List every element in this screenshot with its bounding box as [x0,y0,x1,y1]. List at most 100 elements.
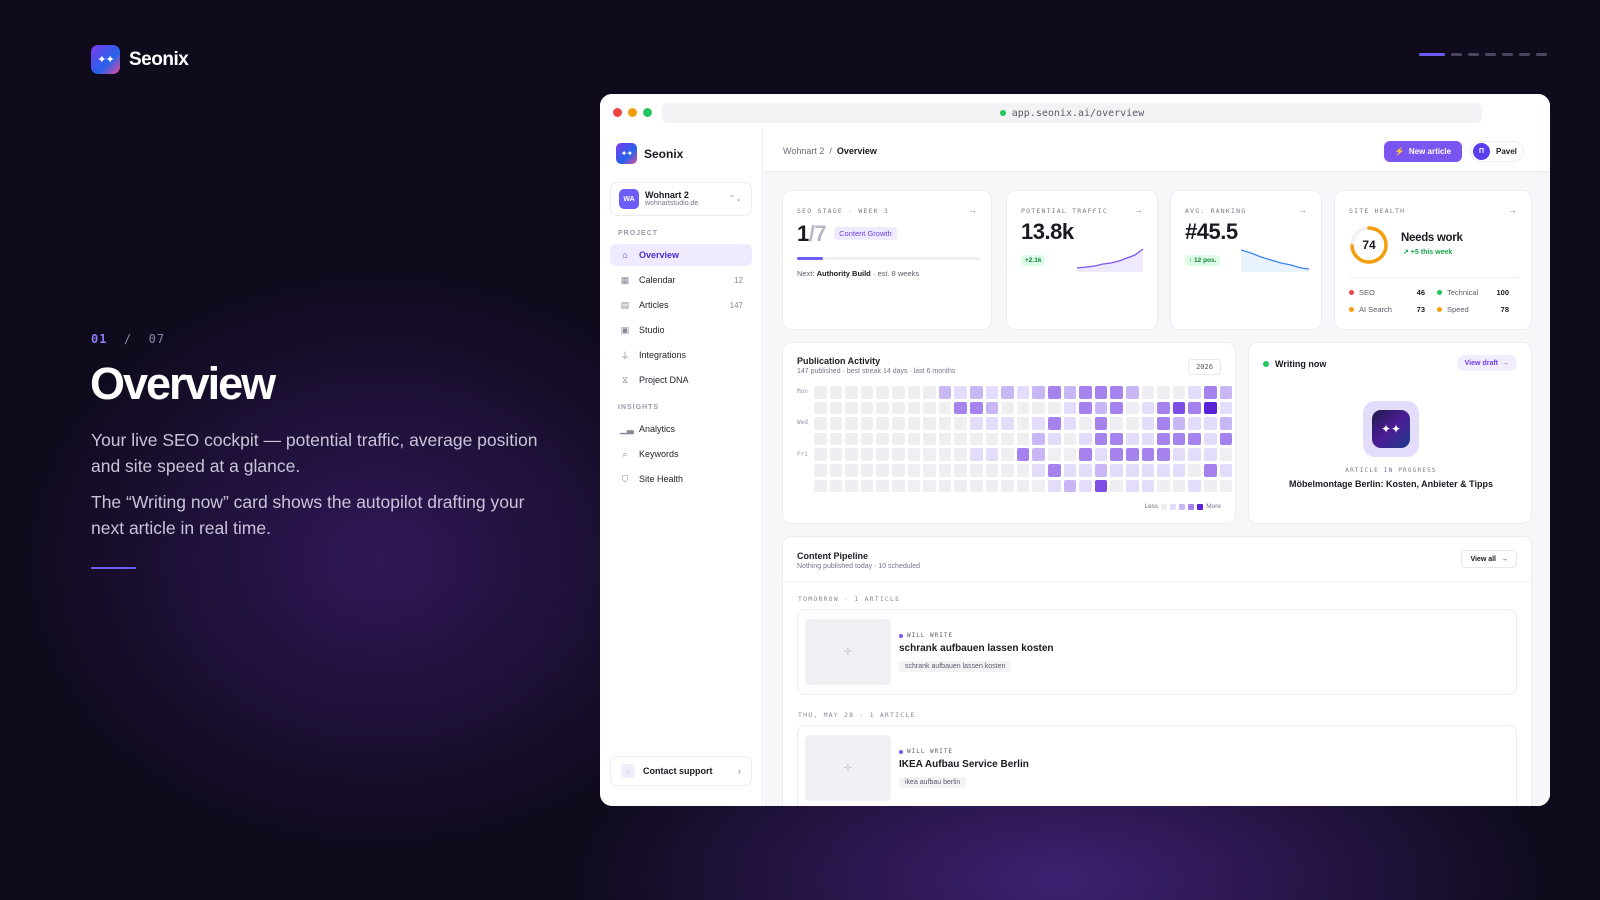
heatmap-cell[interactable] [1032,448,1045,461]
heatmap-cell[interactable] [860,417,874,430]
avg-ranking-card[interactable]: AVG. RANKING → #45.5 ↑ 12 pos. [1170,190,1322,330]
heatmap-cell[interactable] [1032,432,1045,446]
heatmap-cell[interactable] [829,417,843,430]
heatmap-cell[interactable] [1172,432,1186,446]
heatmap-cell[interactable] [814,401,827,415]
heatmap-cell[interactable] [954,479,967,493]
heatmap-cell[interactable] [1172,417,1186,430]
contact-support-button[interactable]: ◌ Contact support › [610,756,752,786]
heatmap-cell[interactable] [1126,417,1139,430]
heatmap-cell[interactable] [1204,386,1217,399]
heatmap-cell[interactable] [938,432,952,446]
heatmap-cell[interactable] [1048,479,1061,493]
pipeline-item[interactable]: ✛ WILL WRITE schrank aufbauen lassen kos… [797,609,1517,695]
new-article-button[interactable]: ⚡ New article [1384,141,1462,162]
heatmap-cell[interactable] [892,401,905,415]
heatmap-cell[interactable] [1094,479,1108,493]
heatmap-cell[interactable] [985,464,999,477]
heatmap-cell[interactable] [1063,386,1077,399]
heatmap-cell[interactable] [1157,386,1170,399]
heatmap-cell[interactable] [1001,386,1014,399]
heatmap-cell[interactable] [1204,448,1217,461]
heatmap-cell[interactable] [1032,479,1045,493]
heatmap-cell[interactable] [860,432,874,446]
minimize-dot[interactable] [628,107,637,117]
heatmap-cell[interactable] [985,386,999,399]
heatmap-cell[interactable] [1157,417,1170,430]
heatmap-cell[interactable] [1063,464,1077,477]
potential-traffic-card[interactable]: POTENTIAL TRAFFIC → 13.8k +2.1k [1006,190,1158,330]
breadcrumb-project[interactable]: Wohnart 2 [783,146,825,156]
heatmap-cell[interactable] [876,386,889,399]
heatmap-cell[interactable] [985,448,999,461]
heatmap-cell[interactable] [829,401,843,415]
heatmap-cell[interactable] [1048,417,1061,430]
project-switcher[interactable]: WA Wohnart 2 wohnartstudio.de ⌃⌄ [610,182,752,216]
heatmap-cell[interactable] [1141,479,1155,493]
heatmap-cell[interactable] [938,401,952,415]
heatmap-cell[interactable] [1094,432,1108,446]
heatmap-cell[interactable] [876,432,889,446]
heatmap-cell[interactable] [1032,417,1045,430]
heatmap-cell[interactable] [923,448,936,461]
heatmap-cell[interactable] [938,464,952,477]
heatmap-cell[interactable] [1172,464,1186,477]
heatmap-cell[interactable] [1126,401,1139,415]
sidebar-item-integrations[interactable]: ⏚ Integrations [610,344,752,366]
heatmap-cell[interactable] [1016,464,1030,477]
heatmap-cell[interactable] [814,417,827,430]
heatmap-cell[interactable] [860,479,874,493]
heatmap-cell[interactable] [1188,479,1201,493]
heatmap-cell[interactable] [1001,464,1014,477]
heatmap-cell[interactable] [938,417,952,430]
heatmap-cell[interactable] [923,401,936,415]
sidebar-item-project-dna[interactable]: ⧖ Project DNA [610,369,752,391]
heatmap-cell[interactable] [907,401,921,415]
heatmap-cell[interactable] [1141,432,1155,446]
heatmap-cell[interactable] [876,448,889,461]
heatmap-cell[interactable] [970,464,983,477]
heatmap-cell[interactable] [1141,417,1155,430]
heatmap-cell[interactable] [1141,464,1155,477]
heatmap-cell[interactable] [845,401,858,415]
heatmap-cell[interactable] [845,464,858,477]
heatmap-cell[interactable] [923,386,936,399]
heatmap-cell[interactable] [1079,386,1092,399]
pipeline-item[interactable]: ✛ WILL WRITE IKEA Aufbau Service Berlin … [797,725,1517,806]
heatmap-cell[interactable] [1188,401,1201,415]
heatmap-cell[interactable] [1188,448,1201,461]
heatmap-cell[interactable] [907,432,921,446]
heatmap-cell[interactable] [814,448,827,461]
heatmap-cell[interactable] [1001,432,1014,446]
heatmap-cell[interactable] [938,448,952,461]
heatmap-cell[interactable] [1110,479,1123,493]
heatmap-cell[interactable] [845,386,858,399]
heatmap-cell[interactable] [1110,401,1123,415]
heatmap-cell[interactable] [1172,479,1186,493]
heatmap-cell[interactable] [829,448,843,461]
heatmap-cell[interactable] [1016,401,1030,415]
heatmap-cell[interactable] [1110,464,1123,477]
heatmap-cell[interactable] [876,401,889,415]
heatmap-cell[interactable] [829,386,843,399]
view-draft-button[interactable]: View draft → [1456,355,1517,371]
heatmap-cell[interactable] [923,432,936,446]
pager-dot-3[interactable] [1468,53,1479,56]
heatmap-cell[interactable] [938,479,952,493]
heatmap-cell[interactable] [845,417,858,430]
heatmap-cell[interactable] [1126,432,1139,446]
heatmap-cell[interactable] [1079,417,1092,430]
sidebar-item-analytics[interactable]: ▁▃ Analytics [610,418,752,440]
heatmap-cell[interactable] [1063,417,1077,430]
heatmap-cell[interactable] [1126,386,1139,399]
heatmap-cell[interactable] [1048,432,1061,446]
heatmap-cell[interactable] [1126,464,1139,477]
heatmap-cell[interactable] [1016,386,1030,399]
maximize-dot[interactable] [643,107,652,117]
heatmap-cell[interactable] [1094,417,1108,430]
heatmap-cell[interactable] [970,417,983,430]
heatmap-cell[interactable] [923,417,936,430]
heatmap-cell[interactable] [1063,448,1077,461]
seo-stage-card[interactable]: SEO STAGE · WEEK 3 → 1/7 Content Growth … [782,190,992,330]
heatmap-cell[interactable] [954,386,967,399]
